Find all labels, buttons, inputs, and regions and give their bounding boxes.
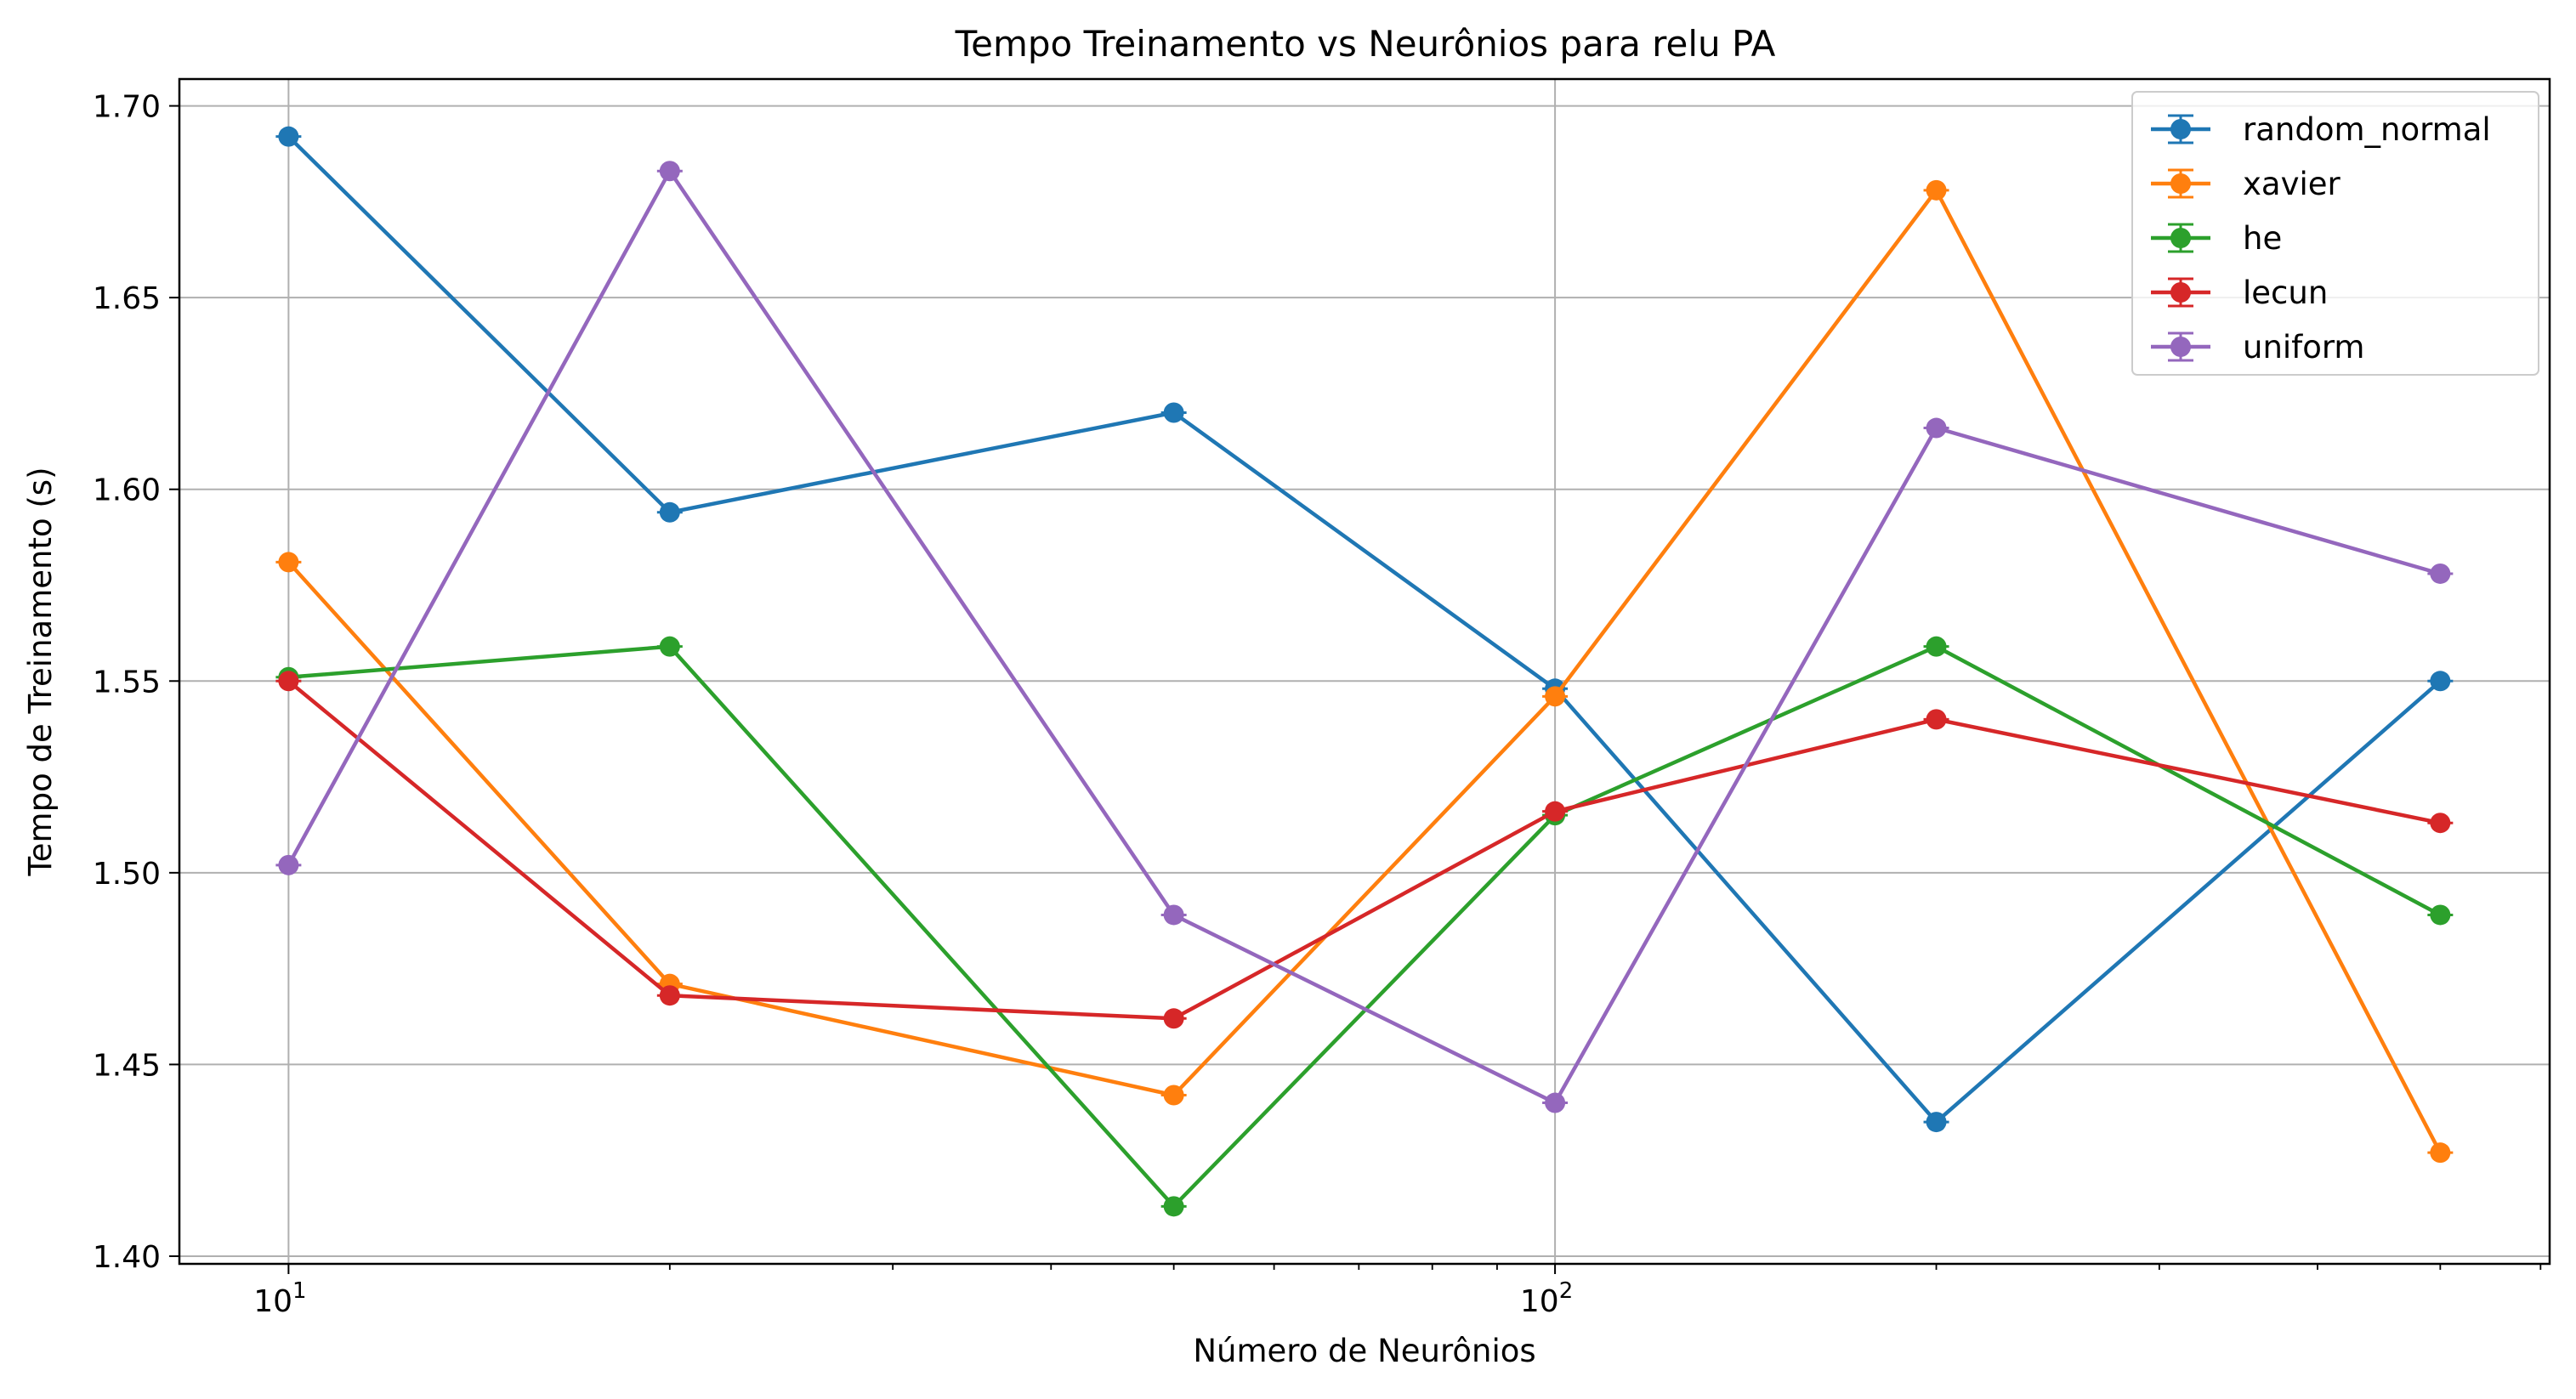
data-point [1163,1085,1184,1106]
data-point [1163,1008,1184,1029]
legend-marker [2170,119,2191,139]
data-point [1163,1196,1184,1217]
y-axis-label: Tempo de Treinamento (s) [22,467,59,876]
data-point [2430,904,2451,926]
data-point [1926,417,1947,439]
series-line-uniform [287,169,2441,1105]
axis-layer: 1.40 1.45 1.50 1.55 1.60 1.65 1.70 101 102 [93,90,2542,1319]
data-point [659,636,680,657]
series-random_normal [275,126,2454,1133]
legend-label: random_normal [2243,111,2491,148]
data-point [278,854,299,875]
data-point [659,985,680,1006]
data-point [1545,686,1566,707]
legend-label: he [2243,220,2282,257]
legend-marker [2170,173,2191,194]
data-point [2430,813,2451,834]
legend-label: xavier [2243,166,2341,202]
series-he [275,636,2454,1217]
legend-item-lecun: lecun [2151,275,2328,311]
legend-item-random_normal: random_normal [2151,111,2491,148]
data-point [1926,1112,1947,1133]
data-point [1545,1092,1566,1113]
series-line-random_normal [287,135,2442,1124]
data-point [1926,179,1947,201]
legend-box [2131,91,2539,376]
series-layer [275,126,2454,1217]
legend-marker [2170,228,2191,248]
legend-item-xavier: xavier [2151,166,2341,202]
data-point [1163,402,1184,423]
data-point [1926,636,1947,657]
y-tick-label: 1.55 [93,665,161,700]
data-point [2430,1142,2451,1164]
data-point [1926,709,1947,730]
series-line-lecun [287,679,2441,1021]
data-point [659,501,680,523]
data-point [278,671,299,692]
plot-frame [178,77,2551,1266]
series-xavier [275,179,2454,1164]
x-tick-label: 102 [1520,1278,1573,1319]
data-point [1545,801,1566,822]
y-tick-label: 1.45 [93,1048,161,1083]
y-tick-label: 1.70 [93,90,161,125]
y-tick-label: 1.50 [93,857,161,892]
y-tick-label: 1.60 [93,473,161,508]
series-line-xavier [287,188,2443,1154]
x-tick-label: 101 [253,1278,306,1319]
x-axis-label: Número de Neurônios [1193,1333,1535,1369]
legend-item-he: he [2151,220,2282,257]
legend-marker [2170,282,2191,303]
legend-label: lecun [2243,275,2328,311]
data-point [2430,563,2451,584]
legend-marker [2170,337,2191,357]
data-point [659,161,680,182]
series-line-he [288,644,2442,1209]
series-uniform [275,161,2454,1113]
grid-layer [179,79,2550,1264]
y-tick-label: 1.65 [93,281,161,316]
y-tick-label: 1.40 [93,1240,161,1275]
series-lecun [275,671,2454,1029]
data-point [2430,671,2451,692]
legend-label: uniform [2243,329,2364,365]
legend-item-uniform: uniform [2151,329,2364,365]
data-point [278,126,299,147]
chart-title: Tempo Treinamento vs Neurônios para relu… [955,23,1776,65]
data-point [278,552,299,573]
data-point [1163,904,1184,926]
